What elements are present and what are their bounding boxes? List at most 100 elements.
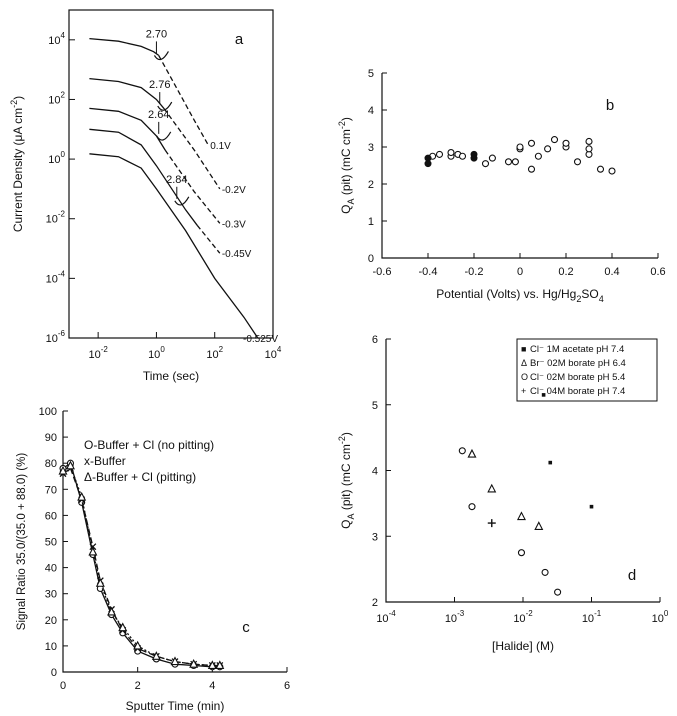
- panel-d-legend-text: Br⁻ 02M borate pH 6.4: [530, 358, 626, 369]
- panel-b-x-tick-label: -0.4: [419, 266, 438, 278]
- panel-d-x-tick-label: 100: [652, 609, 669, 625]
- panel-a-x-tick-label: 104: [265, 345, 282, 361]
- panel-d-legend-marker: +: [521, 386, 526, 396]
- panel-a-pit-hook: [157, 101, 173, 111]
- panel-b-x-axis-label: Potential (Volts) vs. Hg/Hg2SO4: [436, 287, 603, 304]
- panel-d-legend-marker: Δ: [521, 358, 527, 368]
- panel-a-y-tick-label-base: 10: [48, 154, 60, 166]
- panel-b-open-point: [550, 136, 559, 144]
- panel-a-y-axis-label-part: -2: [9, 100, 19, 108]
- panel-a-x-tick-label-base: 10: [88, 349, 100, 361]
- panel-a-series-extension: [196, 224, 221, 254]
- panel-c-series-line: [62, 462, 220, 668]
- panel-d-legend-text: Cl⁻ 1M acetate pH 7.4: [530, 344, 624, 355]
- panel-d-data-point: [517, 549, 526, 557]
- panel-a-y-axis-label-part: A cm: [11, 108, 25, 135]
- panel-d-y-tick-label: 2: [372, 597, 378, 609]
- panel-a-x-tick-label-exp: 2: [219, 345, 224, 354]
- panel-b-open-point: [585, 145, 593, 153]
- panel-b-y-axis-label-part: A: [346, 198, 356, 204]
- panel-b-open-point: [544, 145, 552, 153]
- panel-a-series-extension: [164, 149, 221, 224]
- panel-a-x-tick-label-exp: -2: [101, 345, 109, 354]
- panel-b-y-axis-label: QA (pit) (mC cm-2): [337, 117, 356, 214]
- panel-b-x-axis-label-part: Potential (Volts) vs. Hg/Hg: [436, 287, 576, 301]
- panel-c-data-point: [89, 543, 97, 551]
- panel-b-y-axis-label-part: ): [339, 117, 353, 121]
- panel-a-pit-hook: [153, 51, 169, 61]
- panel-a-series-line: [89, 128, 198, 226]
- panel-a-series-extension: [163, 108, 221, 190]
- panel-a-y-tick-label-exp: -2: [58, 210, 66, 219]
- panel-b-x-tick-label: -0.6: [373, 266, 392, 278]
- panel-a-x-tick-label-base: 10: [148, 349, 160, 361]
- panel-a-series-line: [89, 77, 165, 109]
- panel-b-open-point: [534, 152, 542, 160]
- panel-a-series-line: [89, 37, 160, 56]
- panel-a-y-tick-label-base: 10: [46, 333, 58, 345]
- panel-a-y-tick-label-base: 10: [46, 273, 58, 285]
- panel-a-y-tick-label-exp: 2: [61, 90, 66, 99]
- panel-c-legend-entry: Δ-Buffer + Cl (pitting): [84, 470, 196, 484]
- panel-b-x-tick-label: 0: [517, 266, 523, 278]
- panel-b-x-tick-label: 0.6: [650, 266, 665, 278]
- panel-b-open-point: [481, 160, 490, 168]
- panel-d-x-tick-label: 10-4: [376, 609, 396, 625]
- panel-a-x-tick-label: 10-2: [88, 345, 108, 361]
- panel-a-pit-hook: [174, 196, 190, 206]
- panel-b-y-tick-label: 5: [368, 68, 374, 80]
- panel-a-x-tick-label-base: 10: [206, 349, 218, 361]
- panel-a-y-tick-label: 10-2: [46, 210, 66, 226]
- panel-d-data-point: [468, 503, 476, 511]
- panel-c-y-tick-label: 20: [45, 615, 57, 627]
- panel-c-letter: c: [242, 619, 250, 636]
- panel-b-open-point: [516, 143, 524, 151]
- panel-d-x-axis-label: [Halide] (M): [492, 639, 554, 653]
- panel-b-x-tick-label: 0.4: [604, 266, 619, 278]
- panel-b-x-axis-label-part: 2: [576, 294, 581, 304]
- panel-d-y-axis-label-part: ): [339, 432, 353, 436]
- panel-d-data-point: [554, 588, 562, 596]
- panel-d-data-point: [534, 521, 544, 530]
- panel-b-y-axis-label-part: -2: [337, 121, 347, 129]
- panel-b-filled-point: [470, 154, 478, 162]
- panel-d-x-tick-label-exp: -1: [594, 609, 602, 618]
- panel-c-x-tick-label: 6: [284, 680, 290, 692]
- panel-c-data-point: [77, 491, 87, 501]
- panel-c-x-tick-label: 2: [135, 680, 141, 692]
- panel-d-data-point: [487, 519, 496, 528]
- panel-d-x-tick-label-exp: -2: [526, 609, 534, 618]
- panel-a-x-tick-label-exp: 0: [160, 345, 165, 354]
- panel-a-series-line: [89, 107, 166, 151]
- panel-a-y-axis-label-part: μ: [11, 134, 25, 141]
- panel-c-data-point: [118, 622, 128, 632]
- panel-a-pit-label: 2.64: [148, 109, 169, 121]
- panel-b-open-point: [458, 152, 467, 160]
- panel-a-y-tick-label-base: 10: [46, 214, 58, 226]
- panel-b-filled-point: [424, 154, 432, 162]
- panel-a-y-tick-label-base: 10: [48, 35, 60, 47]
- panel-a-y-tick-label: 102: [48, 90, 65, 106]
- panel-d-letter: d: [628, 567, 636, 584]
- panel-b-y-axis-label-part: (pit) (mC cm: [339, 129, 353, 198]
- panel-c-y-tick-label: 10: [45, 641, 57, 653]
- panel-b-open-point: [435, 150, 444, 158]
- panel-c-x-tick-label: 4: [209, 680, 215, 692]
- panel-b-open-point: [562, 139, 570, 147]
- panel-b-axes: [381, 73, 658, 259]
- panel-c-y-tick-label: 90: [45, 432, 57, 444]
- panel-b-open-point: [596, 165, 605, 173]
- panel-a-series-label: -0.2V: [222, 185, 246, 196]
- panel-c-x-tick-label: 0: [60, 680, 66, 692]
- panel-c-data-point: [207, 660, 217, 670]
- panel-d-y-tick-label: 3: [372, 531, 378, 543]
- panel-b-open-point: [511, 158, 519, 166]
- panel-a-series-label: -0.525V: [243, 334, 278, 345]
- panel-d-x-tick-label-base: 10: [652, 613, 664, 625]
- panel-d-y-axis-label-part: -2: [337, 436, 347, 444]
- panel-a-x-axis-label: Time (sec): [143, 369, 199, 383]
- panel-c-data-point: [58, 465, 68, 475]
- panel-b-charge-vs-potential-chart: -0.6 -0.4 -0.2 0 0.2 0.4 0.6 0 1 2 3 4 5 Potential (V…: [337, 68, 666, 304]
